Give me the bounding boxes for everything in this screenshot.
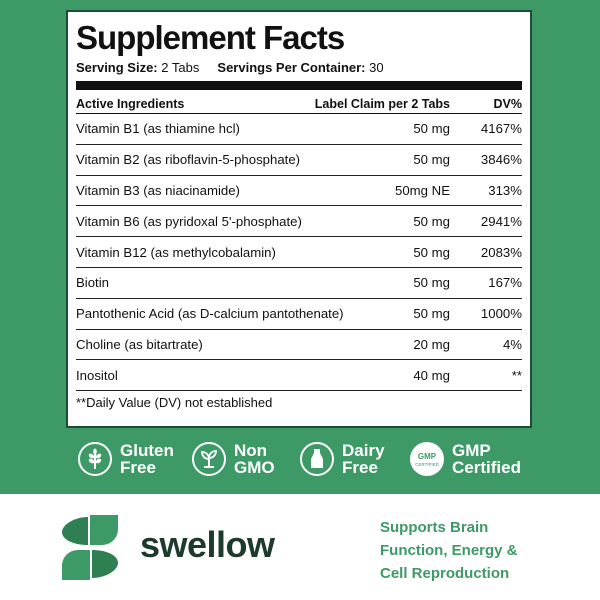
- tagline-line: Function, Energy &: [380, 542, 518, 559]
- ingredient-name: Choline (as bitartrate): [76, 336, 203, 352]
- tagline: Supports Brain Function, Energy & Cell R…: [380, 516, 580, 585]
- certification-badges: Gluten Free Non GMO: [0, 442, 600, 486]
- daily-value: 3846%: [480, 152, 522, 168]
- badge-line1: Dairy: [342, 441, 385, 460]
- ingredient-name: Biotin: [76, 275, 109, 291]
- badge-line2: Free: [120, 458, 156, 477]
- label-claim: 50 mg: [413, 275, 450, 291]
- badge-dairy-free: Dairy Free: [300, 442, 385, 476]
- ingredient-name: Vitamin B6 (as pyridoxal 5'-phosphate): [76, 213, 302, 229]
- swellow-logo-icon: [62, 515, 118, 580]
- table-row: Biotin 50 mg 167%: [76, 268, 522, 299]
- ingredient-name: Pantothenic Acid (as D-calcium pantothen…: [76, 306, 344, 322]
- daily-value: 1000%: [480, 306, 522, 322]
- daily-value: 2941%: [480, 213, 522, 229]
- badge-line1: Non: [234, 441, 268, 460]
- daily-value: 4167%: [480, 121, 522, 137]
- table-row: Choline (as bitartrate) 20 mg 4%: [76, 330, 522, 361]
- ingredient-name: Vitamin B12 (as methylcobalamin): [76, 244, 276, 260]
- daily-value: 167%: [488, 275, 522, 291]
- label-claim: 50 mg: [413, 121, 450, 137]
- badge-line1: Gluten: [120, 441, 174, 460]
- seal-text: GMP: [418, 452, 437, 461]
- serving-size-label: Serving Size:: [76, 60, 158, 75]
- bottle-icon: [300, 442, 334, 476]
- badge-line2: Free: [342, 458, 378, 477]
- servings-label: Servings Per Container:: [217, 60, 366, 75]
- sprout-icon: [192, 442, 226, 476]
- table-row: Vitamin B12 (as methylcobalamin) 50 mg 208…: [76, 237, 522, 268]
- seal-subtext: CERTIFIED: [415, 462, 439, 467]
- ingredient-rows: Vitamin B1 (as thiamine hcl) 50 mg 4167% V…: [76, 114, 522, 392]
- table-row: Vitamin B3 (as niacinamide) 50mg NE 313%: [76, 176, 522, 207]
- badge-line2: GMO: [234, 458, 275, 477]
- panel-title: Supplement Facts: [76, 19, 345, 56]
- daily-value: **: [511, 367, 522, 383]
- ingredient-name: Vitamin B3 (as niacinamide): [76, 182, 240, 198]
- table-row: Pantothenic Acid (as D-calcium pantothen…: [76, 299, 522, 330]
- badge-line2: Certified: [452, 458, 521, 477]
- label-claim: 50 mg: [413, 306, 450, 322]
- label-claim: 50mg NE: [395, 182, 450, 198]
- table-row: Vitamin B2 (as riboflavin-5-phosphate) 50…: [76, 145, 522, 176]
- ingredient-name: Vitamin B1 (as thiamine hcl): [76, 121, 240, 137]
- badge-text: GMP Certified: [452, 442, 521, 476]
- header-dv: DV%: [493, 97, 522, 111]
- badge-text: Non GMO: [234, 442, 275, 476]
- tagline-line: Supports Brain: [380, 519, 489, 536]
- serving-info: Serving Size: 2 Tabs Servings Per Contai…: [76, 60, 522, 76]
- gmp-seal-icon: GMP CERTIFIED: [410, 442, 444, 476]
- daily-value: 4%: [502, 336, 522, 352]
- label-claim: 50 mg: [413, 213, 450, 229]
- daily-value: 313%: [488, 182, 522, 198]
- brand-name: swellow: [140, 524, 275, 565]
- badge-text: Gluten Free: [120, 442, 174, 476]
- wheat-icon: [78, 442, 112, 476]
- ingredient-name: Vitamin B2 (as riboflavin-5-phosphate): [76, 152, 301, 168]
- table-row: Inositol 40 mg **: [76, 360, 522, 392]
- footnote: **Daily Value (DV) not established: [76, 395, 273, 411]
- servings-value: 30: [369, 60, 384, 75]
- badge-text: Dairy Free: [342, 442, 385, 476]
- tagline-line: Cell Reproduction: [380, 565, 510, 582]
- table-header: Active Ingredients Label Claim per 2 Tab…: [76, 90, 522, 114]
- supplement-facts-panel: Supplement Facts Serving Size: 2 Tabs Se…: [66, 10, 532, 428]
- ingredient-name: Inositol: [76, 367, 118, 383]
- header-ingredients: Active Ingredients: [76, 97, 185, 111]
- thick-divider: [76, 81, 522, 90]
- label-claim: 20 mg: [413, 336, 450, 352]
- daily-value: 2083%: [480, 244, 522, 260]
- label-claim: 50 mg: [413, 244, 450, 260]
- serving-size-value: 2 Tabs: [161, 60, 200, 75]
- badge-line1: GMP: [452, 441, 491, 460]
- table-row: Vitamin B6 (as pyridoxal 5'-phosphate) 50…: [76, 206, 522, 238]
- badge-gmp-certified: GMP CERTIFIED GMP Certified: [410, 442, 521, 476]
- header-claim: Label Claim per 2 Tabs: [314, 97, 450, 111]
- label-claim: 50 mg: [413, 152, 450, 168]
- badge-non-gmo: Non GMO: [192, 442, 275, 476]
- table-row: Vitamin B1 (as thiamine hcl) 50 mg 4167%: [76, 114, 522, 145]
- label-claim: 40 mg: [413, 367, 450, 383]
- badge-gluten-free: Gluten Free: [78, 442, 174, 476]
